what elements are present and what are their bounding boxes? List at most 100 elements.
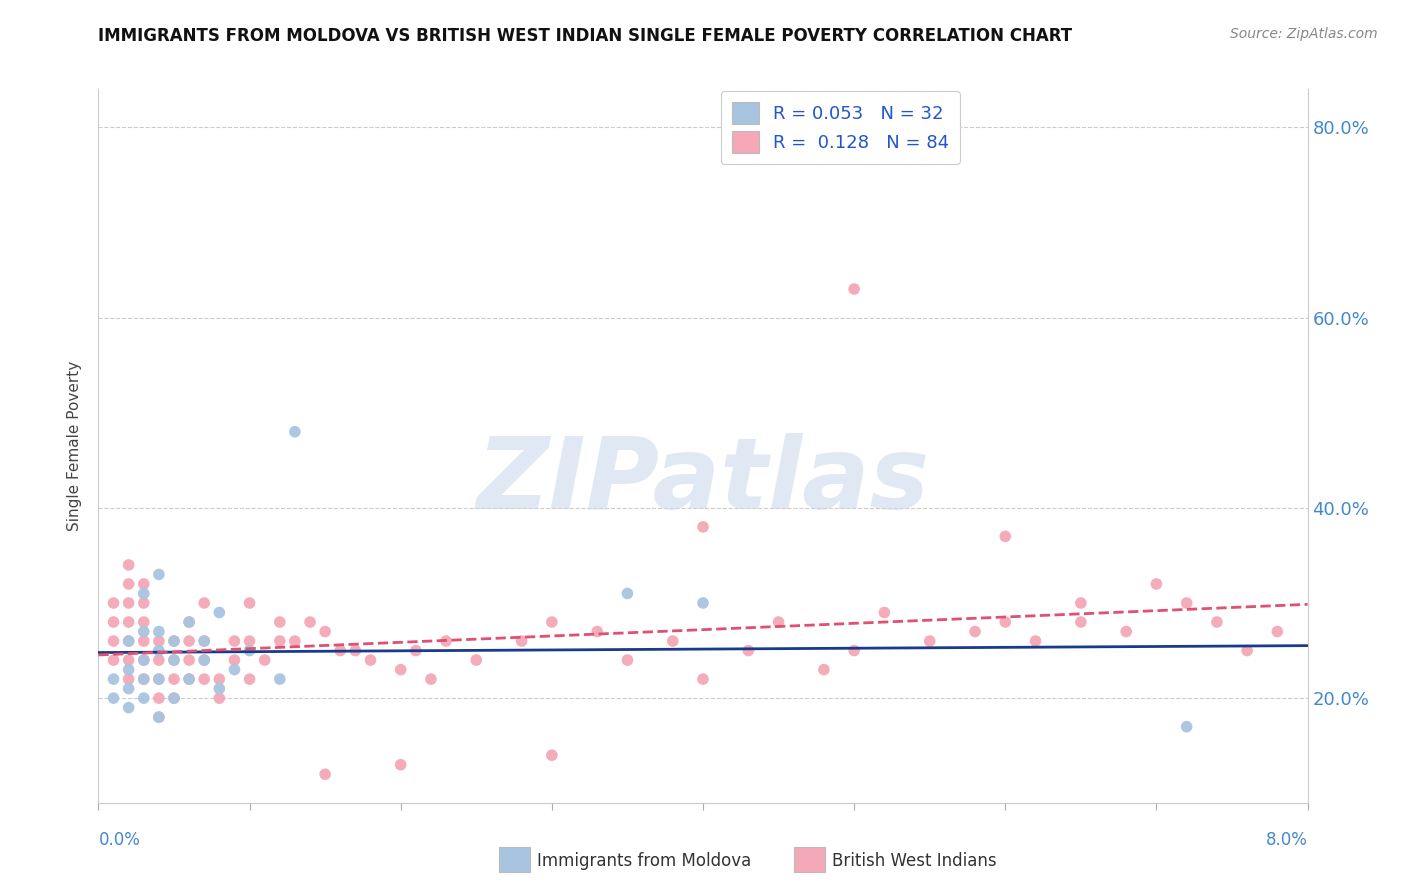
Point [132, 586, 155, 600]
Point [163, 691, 186, 706]
Point [193, 634, 215, 648]
Point [103, 596, 125, 610]
Point [965, 624, 987, 639]
Point [148, 710, 170, 724]
Point [132, 624, 155, 639]
Point [434, 634, 457, 648]
Point [873, 606, 896, 620]
Point [163, 653, 186, 667]
Text: 8.0%: 8.0% [1265, 831, 1308, 849]
Point [510, 634, 533, 648]
Point [103, 634, 125, 648]
Point [253, 653, 276, 667]
Point [179, 672, 201, 686]
Point [1236, 643, 1258, 657]
Point [118, 663, 141, 677]
Point [813, 663, 835, 677]
Point [132, 653, 155, 667]
Text: 0.0%: 0.0% [98, 831, 141, 849]
Point [103, 653, 125, 667]
Point [299, 615, 322, 629]
Point [148, 643, 170, 657]
Point [692, 672, 714, 686]
Point [239, 672, 262, 686]
Point [193, 596, 215, 610]
Point [1267, 624, 1289, 639]
Point [994, 529, 1017, 543]
Point [118, 681, 141, 696]
Point [163, 653, 186, 667]
Point [1070, 615, 1092, 629]
Point [269, 672, 291, 686]
Point [132, 596, 155, 610]
Text: ZIPatlas: ZIPatlas [477, 434, 929, 530]
Point [586, 624, 609, 639]
Point [163, 672, 186, 686]
Text: Source: ZipAtlas.com: Source: ZipAtlas.com [1230, 27, 1378, 41]
Point [148, 672, 170, 686]
Point [208, 672, 231, 686]
Point [148, 691, 170, 706]
Point [1070, 596, 1092, 610]
Point [465, 653, 488, 667]
Point [103, 615, 125, 629]
Point [148, 653, 170, 667]
Point [118, 634, 141, 648]
Text: Immigrants from Moldova: Immigrants from Moldova [537, 852, 751, 870]
Point [193, 653, 215, 667]
Point [103, 672, 125, 686]
Point [360, 653, 382, 667]
Point [208, 606, 231, 620]
Point [1025, 634, 1047, 648]
Point [239, 596, 262, 610]
Point [163, 634, 186, 648]
Point [224, 663, 246, 677]
Point [132, 615, 155, 629]
Y-axis label: Single Female Poverty: Single Female Poverty [67, 361, 83, 531]
Point [118, 700, 141, 714]
Point [314, 624, 336, 639]
Point [662, 634, 685, 648]
Point [118, 672, 141, 686]
Point [193, 634, 215, 648]
Text: IMMIGRANTS FROM MOLDOVA VS BRITISH WEST INDIAN SINGLE FEMALE POVERTY CORRELATION: IMMIGRANTS FROM MOLDOVA VS BRITISH WEST … [98, 27, 1073, 45]
Point [269, 615, 291, 629]
Point [132, 634, 155, 648]
Point [1146, 577, 1168, 591]
Point [148, 710, 170, 724]
Point [132, 672, 155, 686]
Point [208, 681, 231, 696]
Point [193, 653, 215, 667]
Point [1115, 624, 1137, 639]
Point [844, 282, 866, 296]
Point [541, 615, 564, 629]
Point [118, 577, 141, 591]
Point [239, 643, 262, 657]
Point [918, 634, 941, 648]
Point [118, 615, 141, 629]
Point [405, 643, 427, 657]
Point [284, 425, 307, 439]
Point [193, 672, 215, 686]
Point [118, 596, 141, 610]
Point [616, 586, 638, 600]
Point [148, 672, 170, 686]
Point [329, 643, 352, 657]
Point [132, 691, 155, 706]
Point [179, 615, 201, 629]
Point [132, 672, 155, 686]
Point [420, 672, 443, 686]
Point [179, 653, 201, 667]
Point [179, 672, 201, 686]
Point [103, 691, 125, 706]
Point [768, 615, 790, 629]
Point [994, 615, 1017, 629]
Point [118, 634, 141, 648]
Text: British West Indians: British West Indians [832, 852, 997, 870]
Point [163, 691, 186, 706]
Point [541, 748, 564, 763]
Point [163, 634, 186, 648]
Point [148, 634, 170, 648]
Point [389, 663, 412, 677]
Point [616, 653, 638, 667]
